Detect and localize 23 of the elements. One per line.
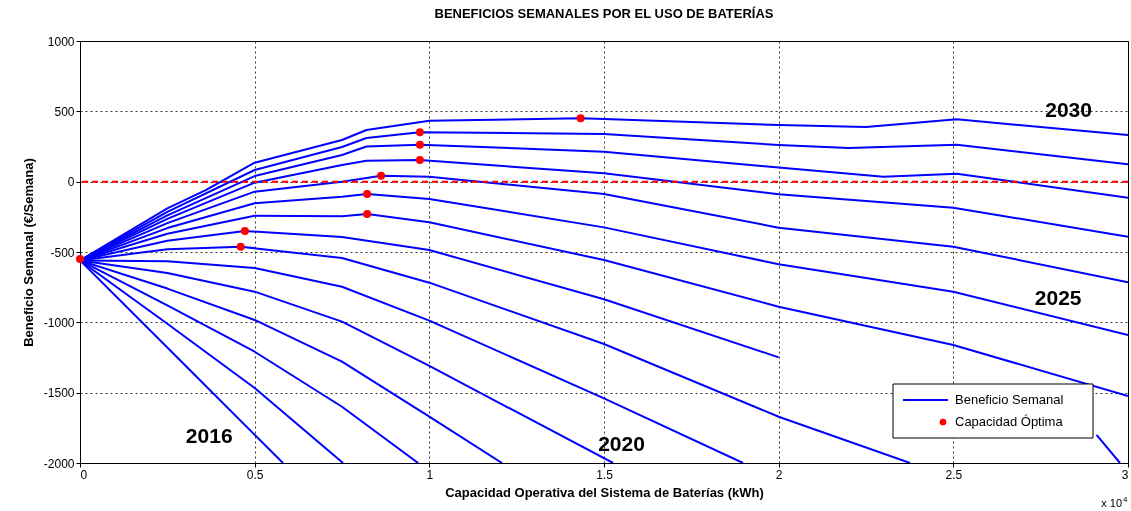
chart-title: BENEFICIOS SEMANALES POR EL USO DE BATERÍAS: [434, 6, 774, 21]
x-tick-label: 1.5: [596, 467, 614, 482]
y-axis-title: Beneficio Semanal (€/Semana): [20, 158, 36, 347]
annotation: 2020: [598, 431, 645, 455]
y-tick-label: -500: [50, 245, 75, 260]
x-axis-title: Capacidad Operativa del Sistema de Baterías (kWh): [445, 484, 764, 500]
legend-label: Capacidad Óptima: [955, 414, 1064, 429]
y-tick-label: -1500: [43, 386, 75, 401]
annotation: 2030: [1045, 97, 1092, 121]
x-tick-label: 0.5: [246, 467, 264, 482]
x-tick-label: 2: [775, 467, 783, 482]
y-tick-label: 0: [67, 175, 75, 190]
x-tick-label: 0: [80, 467, 88, 482]
y-tick-label: -2000: [43, 456, 75, 471]
annotation: 2016: [185, 424, 233, 448]
annotation: 2025: [1034, 285, 1082, 309]
x-tick-label: 2.5: [945, 467, 963, 482]
y-tick-label: -1000: [43, 315, 75, 330]
legend-label: Beneficio Semanal: [955, 392, 1064, 407]
x-tick-label: 1: [426, 467, 434, 482]
y-tick-label: 1000: [47, 34, 75, 49]
y-tick-label: 500: [54, 104, 75, 119]
x-tick-label: 3: [1121, 467, 1129, 482]
